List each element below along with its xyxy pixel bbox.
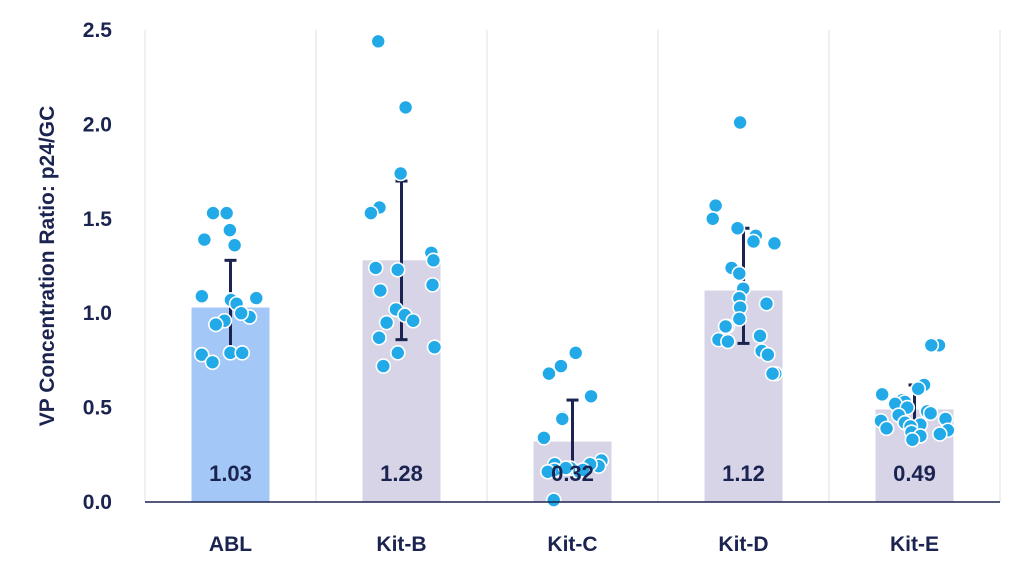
data-point xyxy=(554,411,571,427)
data-point xyxy=(389,261,406,278)
x-tick-label: Kit-B xyxy=(376,533,426,556)
x-tick-label: ABL xyxy=(209,533,252,556)
data-point xyxy=(405,312,421,329)
data-point xyxy=(426,339,443,355)
data-point xyxy=(233,305,250,322)
data-point xyxy=(729,220,746,237)
data-point xyxy=(234,345,250,361)
data-point xyxy=(370,33,387,50)
data-point xyxy=(874,386,890,403)
data-points xyxy=(193,33,956,508)
data-point xyxy=(372,282,389,299)
data-point xyxy=(760,346,776,363)
data-point xyxy=(720,333,736,350)
data-point xyxy=(923,337,940,354)
data-point xyxy=(371,329,387,346)
data-point xyxy=(375,358,392,374)
y-tick-label: 2.0 xyxy=(83,113,112,136)
data-point xyxy=(390,345,406,361)
x-tick-label: Kit-C xyxy=(547,533,597,556)
data-point xyxy=(910,380,927,397)
data-point xyxy=(545,492,562,508)
data-point xyxy=(367,260,384,276)
data-point xyxy=(764,365,781,382)
data-point xyxy=(553,358,569,374)
data-point xyxy=(222,222,238,238)
data-point xyxy=(704,211,721,227)
y-axis-title: VP Concentration Ratio: p24/GC xyxy=(36,106,59,427)
data-point xyxy=(196,231,213,248)
y-axis: 0.0 0.5 1.0 1.5 2.0 2.5 xyxy=(83,19,113,514)
data-point xyxy=(583,388,599,405)
value-labels: 1.03 1.28 0.32 1.12 0.49 xyxy=(209,461,936,486)
data-point xyxy=(378,314,395,331)
data-point xyxy=(392,165,409,182)
value-label: 1.28 xyxy=(380,461,423,486)
data-point xyxy=(194,288,210,305)
data-point xyxy=(732,114,748,131)
value-label: 0.32 xyxy=(551,461,594,486)
data-point xyxy=(707,197,724,214)
value-label: 1.12 xyxy=(722,461,765,486)
data-point xyxy=(539,463,556,480)
data-point xyxy=(878,420,895,437)
data-point xyxy=(536,430,552,446)
y-tick-label: 1.5 xyxy=(83,208,113,231)
data-point xyxy=(558,460,574,476)
x-tick-label: Kit-E xyxy=(890,533,939,556)
value-label: 1.03 xyxy=(209,461,252,486)
y-tick-label: 2.5 xyxy=(83,19,113,42)
data-point xyxy=(541,365,557,382)
y-tick-label: 0.0 xyxy=(83,491,112,514)
data-point xyxy=(575,462,591,478)
data-point xyxy=(193,346,210,363)
data-point xyxy=(904,431,921,448)
data-point xyxy=(932,426,948,442)
error-bars xyxy=(224,179,921,470)
data-point xyxy=(204,354,221,371)
data-point xyxy=(758,295,775,312)
data-point xyxy=(567,345,584,361)
data-point xyxy=(766,235,783,252)
data-point xyxy=(208,316,224,333)
data-point xyxy=(248,290,265,306)
data-point xyxy=(745,233,762,250)
x-axis: ABL Kit-B Kit-C Kit-D Kit-E xyxy=(145,501,1000,556)
data-point xyxy=(218,205,235,221)
data-point xyxy=(226,237,243,254)
data-point xyxy=(205,205,221,221)
data-point xyxy=(397,99,414,116)
y-tick-label: 0.5 xyxy=(83,397,113,420)
data-point xyxy=(717,318,734,335)
x-tick-label: Kit-D xyxy=(718,533,768,556)
gridlines xyxy=(144,30,1001,502)
data-point xyxy=(731,265,748,282)
value-label: 0.49 xyxy=(893,461,936,486)
data-point xyxy=(922,405,939,422)
data-point xyxy=(363,205,379,221)
data-point xyxy=(752,328,768,344)
data-point xyxy=(731,311,748,327)
data-point xyxy=(424,277,441,293)
y-tick-label: 1.0 xyxy=(83,302,112,325)
data-point xyxy=(425,252,442,269)
